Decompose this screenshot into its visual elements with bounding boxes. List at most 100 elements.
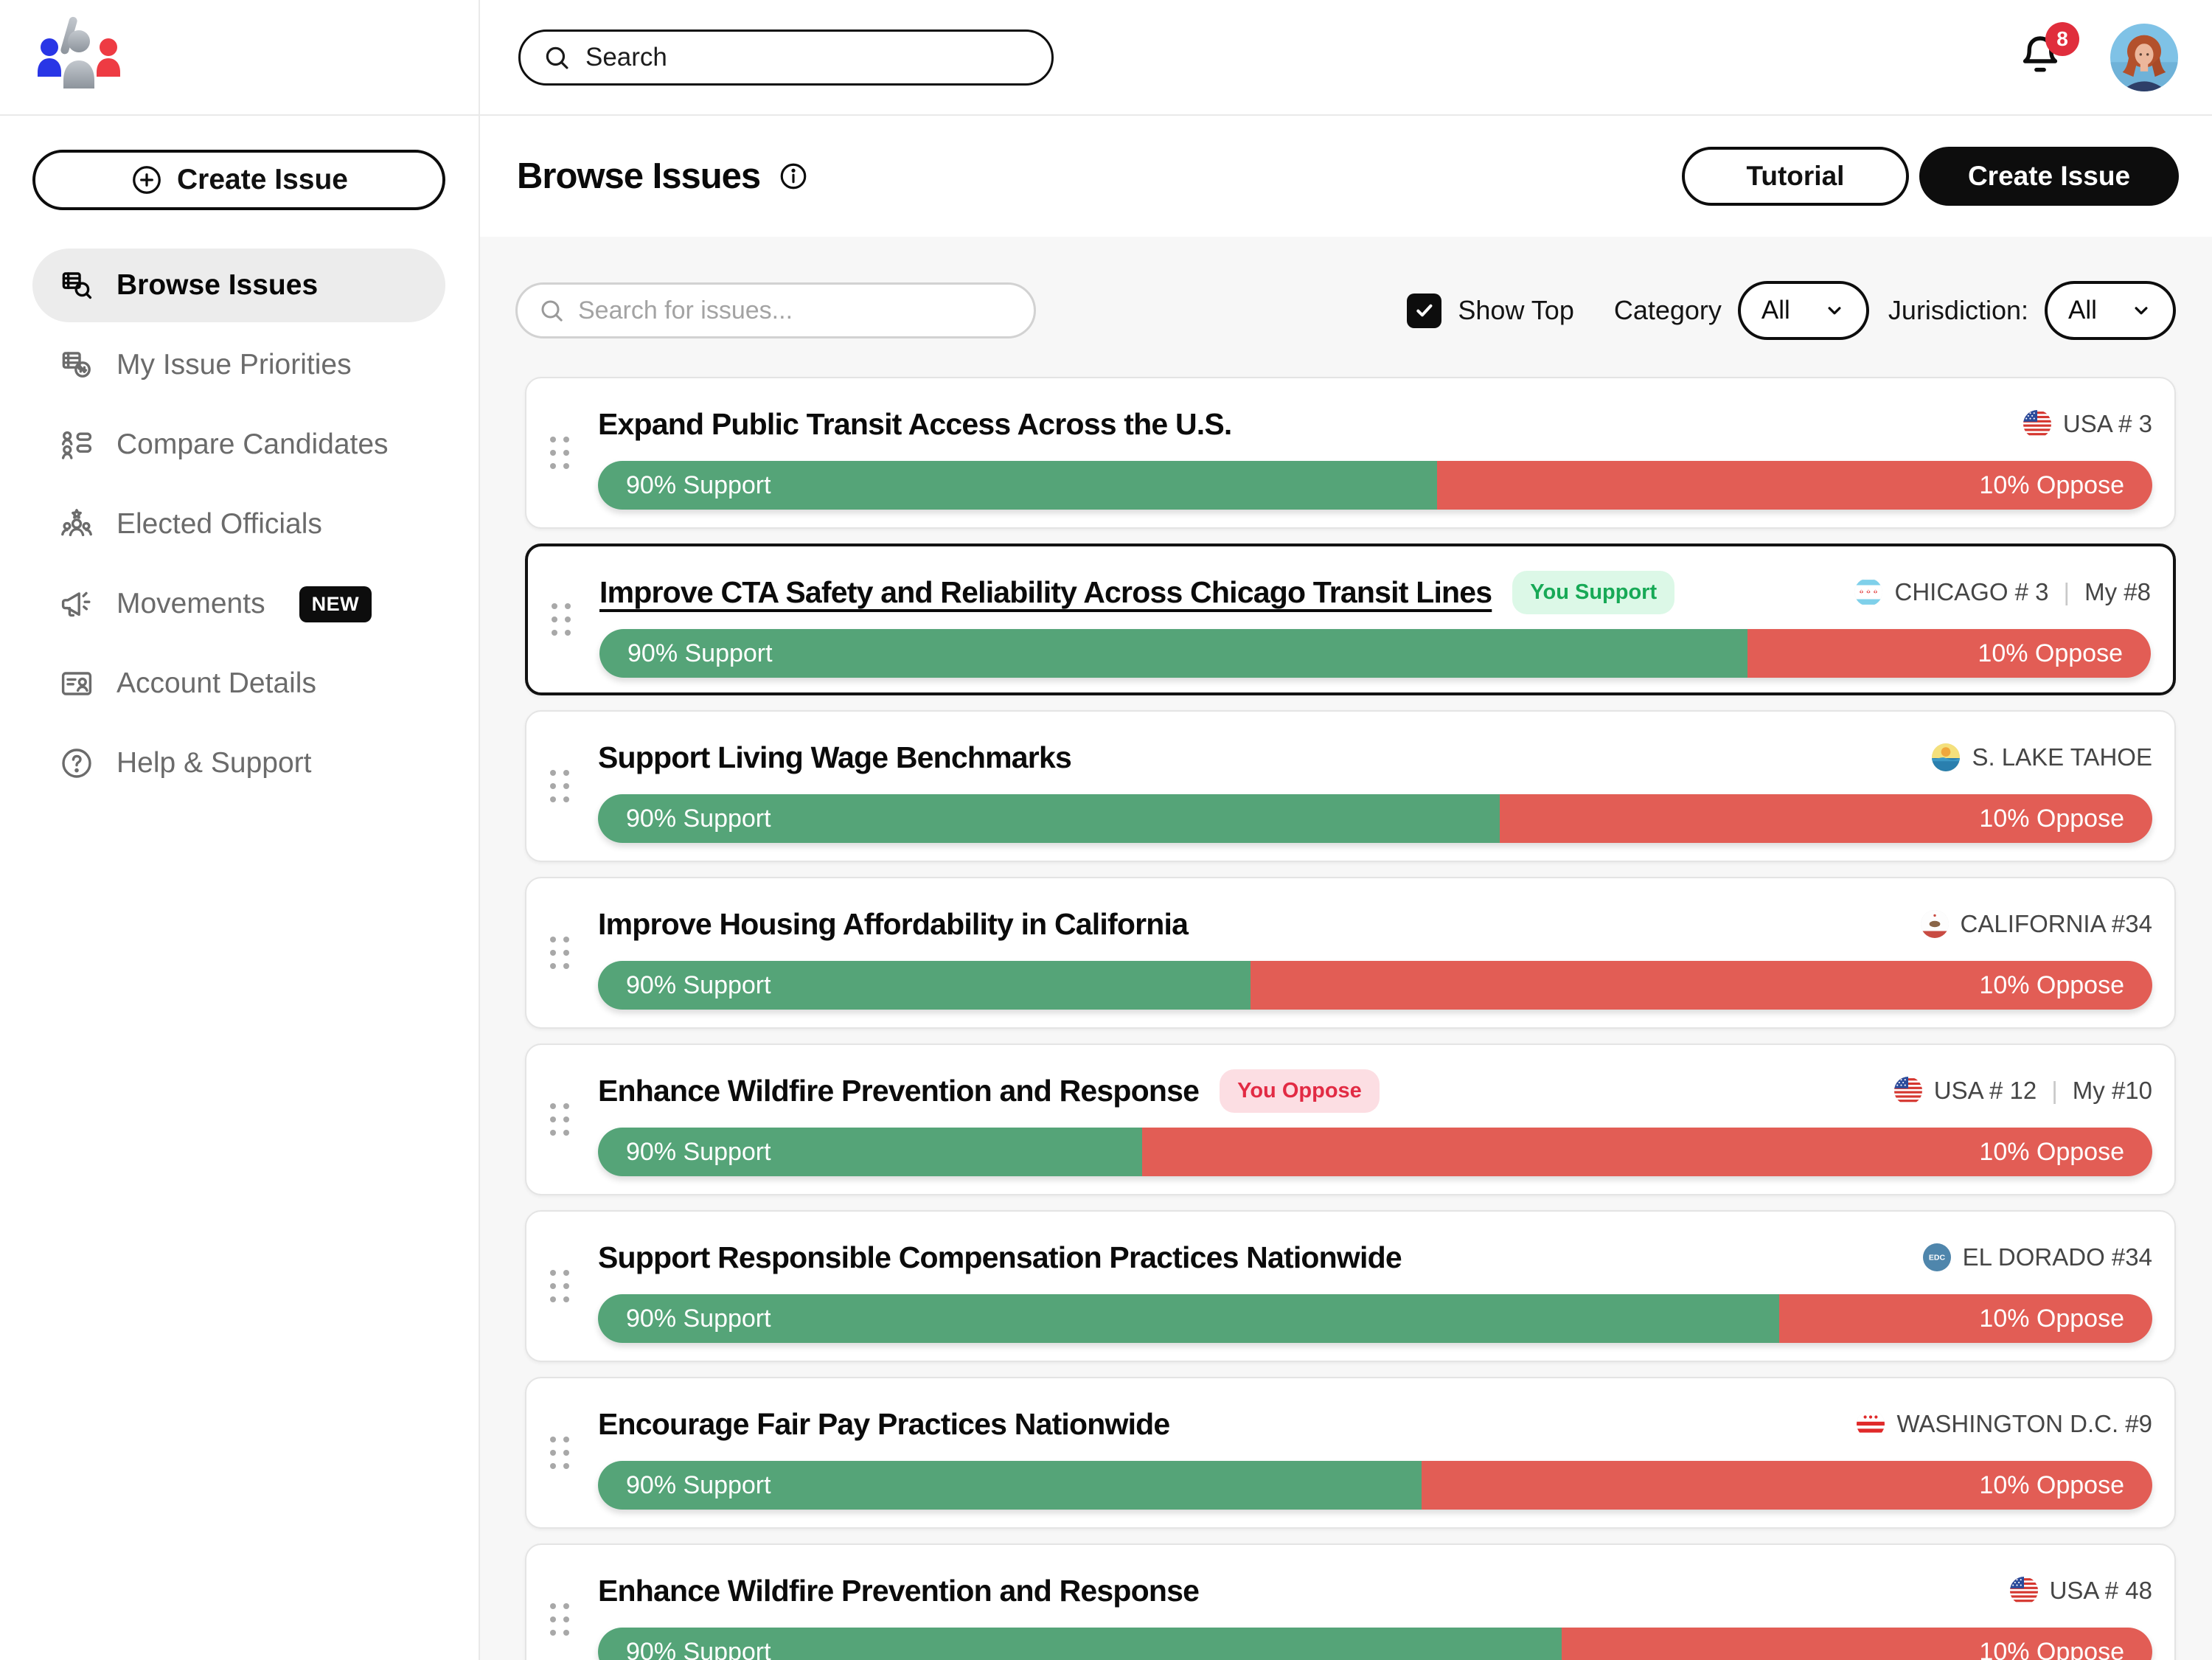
oppose-segment: 10% Oppose xyxy=(1779,1294,2152,1343)
support-oppose-bar: 90% Support 10% Oppose xyxy=(598,1128,2152,1176)
sidebar-create-issue-label: Create Issue xyxy=(177,164,348,195)
issue-card-5[interactable]: Enhance Wildfire Prevention and Response… xyxy=(525,1043,2176,1195)
support-oppose-bar: 90% Support 10% Oppose xyxy=(598,1628,2152,1660)
chicago-flag-icon xyxy=(1854,578,1883,606)
issue-meta: USA # 3 xyxy=(2023,410,2152,438)
search-icon xyxy=(546,46,568,69)
issue-search-placeholder: Search for issues... xyxy=(578,296,793,324)
drag-handle-icon[interactable] xyxy=(550,770,569,802)
support-segment: 90% Support xyxy=(598,1294,1780,1343)
issue-meta: S. LAKE TAHOE xyxy=(1932,743,2152,771)
sidebar-item-help-support[interactable]: Help & Support xyxy=(32,726,445,800)
category-label: Category xyxy=(1613,295,1722,325)
support-segment: 90% Support xyxy=(598,1628,1562,1660)
drag-handle-icon[interactable] xyxy=(550,1270,569,1302)
oppose-segment: 10% Oppose xyxy=(1251,961,2152,1010)
issue-card-6[interactable]: Support Responsible Compensation Practic… xyxy=(525,1210,2176,1362)
issue-card-2[interactable]: Improve CTA Safety and Reliability Acros… xyxy=(525,544,2176,695)
sidebar-item-my-issue-priorities[interactable]: My Issue Priorities xyxy=(32,328,445,402)
check-icon xyxy=(1416,304,1433,317)
usa-flag-icon xyxy=(2023,410,2051,438)
show-top-checkbox[interactable] xyxy=(1407,293,1442,328)
create-issue-button[interactable]: Create Issue xyxy=(1919,147,2179,206)
support-oppose-bar: 90% Support 10% Oppose xyxy=(599,629,2151,678)
my-issue-priorities-icon xyxy=(59,347,94,383)
issue-search-input[interactable]: Search for issues... xyxy=(515,282,1036,338)
drag-handle-icon[interactable] xyxy=(550,1437,569,1469)
oppose-segment: 10% Oppose xyxy=(1561,1628,2152,1660)
drag-handle-icon[interactable] xyxy=(550,437,569,469)
sidebar-item-compare-candidates[interactable]: Compare Candidates xyxy=(32,408,445,482)
app-logo-icon[interactable] xyxy=(34,15,124,96)
issue-card-1[interactable]: Expand Public Transit Access Across the … xyxy=(525,377,2176,529)
sidebar-item-account-details[interactable]: Account Details xyxy=(32,647,445,720)
meta-separator: | xyxy=(2063,578,2070,605)
drag-handle-icon[interactable] xyxy=(552,603,571,636)
issue-meta: USA # 12 | My #10 xyxy=(1893,1077,2152,1105)
sidebar-item-movements[interactable]: Movements NEW xyxy=(32,567,445,641)
issue-card-7[interactable]: Encourage Fair Pay Practices Nationwide … xyxy=(525,1377,2176,1529)
sidebar-nav: Browse Issues My Issue Priorities Compar… xyxy=(32,249,445,800)
user-avatar[interactable] xyxy=(2110,24,2178,91)
meta-separator: | xyxy=(2051,1077,2058,1104)
new-badge: NEW xyxy=(299,586,372,622)
drag-handle-icon[interactable] xyxy=(550,937,569,969)
support-oppose-bar: 90% Support 10% Oppose xyxy=(598,1294,2152,1343)
support-oppose-bar: 90% Support 10% Oppose xyxy=(598,961,2152,1010)
jurisdiction-value: All xyxy=(2068,296,2097,324)
support-oppose-bar: 90% Support 10% Oppose xyxy=(598,1461,2152,1510)
issue-meta: WASHINGTON D.C. #9 xyxy=(1857,1410,2152,1438)
browse-issues-icon xyxy=(59,268,94,303)
topbar-divider xyxy=(0,114,2212,116)
issue-list: Expand Public Transit Access Across the … xyxy=(525,377,2176,1660)
sidebar-item-browse-issues[interactable]: Browse Issues xyxy=(32,249,445,322)
my-rank-label: My #10 xyxy=(2072,1077,2152,1104)
support-segment: 90% Support xyxy=(598,961,1251,1010)
oppose-segment: 10% Oppose xyxy=(1437,461,2152,510)
oppose-segment: 10% Oppose xyxy=(1141,1128,2152,1176)
notification-badge: 8 xyxy=(2045,22,2079,56)
content-area: Search for issues... Show Top Category A… xyxy=(480,237,2212,1660)
california-seal-icon xyxy=(1920,910,1949,938)
support-segment: 90% Support xyxy=(598,1461,1422,1510)
location-rank-label: USA # 3 xyxy=(2062,410,2152,437)
search-icon xyxy=(541,300,563,322)
drag-handle-icon[interactable] xyxy=(550,1103,569,1136)
drag-handle-icon[interactable] xyxy=(550,1603,569,1636)
search-placeholder: Search xyxy=(585,43,667,72)
sidebar-item-elected-officials[interactable]: Elected Officials xyxy=(32,487,445,561)
tutorial-button[interactable]: Tutorial xyxy=(1682,147,1909,206)
account-details-icon xyxy=(59,666,94,701)
location-rank-label: WASHINGTON D.C. #9 xyxy=(1896,1410,2152,1437)
issue-title: Improve CTA Safety and Reliability Acros… xyxy=(599,574,1492,609)
support-oppose-bar: 90% Support 10% Oppose xyxy=(598,794,2152,843)
location-rank-label: CHICAGO # 3 xyxy=(1894,578,2049,605)
issue-card-4[interactable]: Improve Housing Affordability in Califor… xyxy=(525,877,2176,1029)
location-rank-label: USA # 12 xyxy=(1933,1077,2037,1104)
info-icon[interactable] xyxy=(778,161,809,192)
sidebar-divider xyxy=(479,0,480,1660)
support-segment: 90% Support xyxy=(598,1128,1142,1176)
support-segment: 90% Support xyxy=(598,461,1438,510)
notifications-button[interactable]: 8 xyxy=(2017,22,2079,81)
chevron-down-icon xyxy=(1828,307,1841,315)
page-header: Browse Issues Tutorial Create Issue xyxy=(480,116,2212,237)
usa-flag-icon xyxy=(2009,1577,2038,1605)
category-select[interactable]: All xyxy=(1737,281,1869,340)
tahoe-seal-icon xyxy=(1932,743,1961,771)
issue-meta: CALIFORNIA #34 xyxy=(1920,910,2152,938)
help-support-icon xyxy=(59,746,94,781)
jurisdiction-select[interactable]: All xyxy=(2045,281,2176,340)
location-rank-label: EL DORADO #34 xyxy=(1962,1243,2152,1271)
issue-card-8[interactable]: Enhance Wildfire Prevention and Response… xyxy=(525,1543,2176,1660)
location-rank-label: S. LAKE TAHOE xyxy=(1972,743,2152,771)
jurisdiction-label: Jurisdiction: xyxy=(1888,295,2028,325)
show-top-label: Show Top xyxy=(1458,295,1574,325)
issue-meta: CHICAGO # 3 | My #8 xyxy=(1854,578,2151,606)
stance-badge: You Oppose xyxy=(1220,1069,1380,1113)
sidebar-create-issue-button[interactable]: Create Issue xyxy=(32,150,445,210)
support-segment: 90% Support xyxy=(599,629,1747,678)
search-input[interactable]: Search xyxy=(518,29,1054,86)
issue-title: Improve Housing Affordability in Califor… xyxy=(598,906,1189,941)
issue-card-3[interactable]: Support Living Wage Benchmarks S. LAKE T… xyxy=(525,710,2176,862)
